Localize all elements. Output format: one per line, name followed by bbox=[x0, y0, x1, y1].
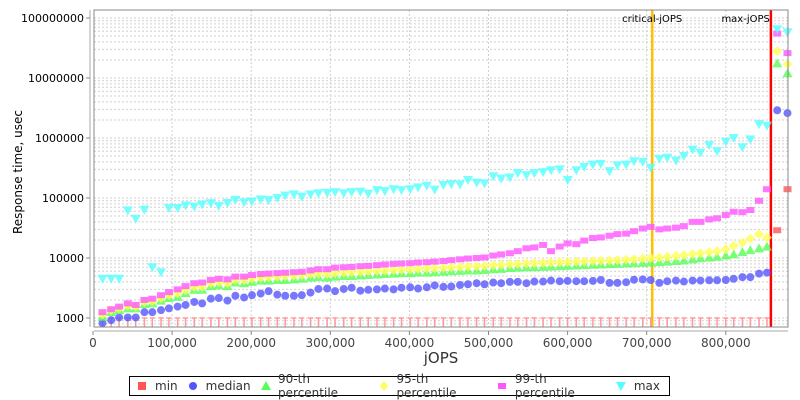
legend-item-90-th-percentile: 90-th percentile bbox=[260, 372, 369, 400]
legend-item-99-th-percentile: 99-th percentile bbox=[496, 372, 605, 400]
square-marker-icon bbox=[498, 383, 507, 389]
x-tick-label: 400,000 bbox=[385, 336, 435, 350]
y-axis-ticks: 1000 10000 100000 1000000 10000000 100000000 bbox=[21, 12, 90, 325]
max-jOPS-label: max-jOPS bbox=[721, 14, 769, 25]
circle-marker-icon bbox=[188, 382, 197, 390]
y-tick-label: 1000 bbox=[56, 312, 84, 325]
legend-item-max: max bbox=[615, 379, 660, 393]
triangle-up-marker-icon bbox=[260, 381, 271, 390]
square-marker-icon bbox=[138, 382, 146, 390]
x-tick-label: 600,000 bbox=[543, 336, 593, 350]
diamond-marker-icon bbox=[380, 381, 389, 391]
critical-jOPS-label: critical-jOPS bbox=[622, 14, 682, 25]
y-tick-label: 10000000 bbox=[28, 72, 84, 85]
legend-label: max bbox=[633, 379, 660, 393]
legend-item-95-th-percentile: 95-th percentile bbox=[378, 372, 487, 400]
x-axis-label: jOPS bbox=[423, 349, 459, 367]
x-tick-label: 0 bbox=[89, 336, 97, 350]
y-tick-label: 10000 bbox=[49, 252, 84, 265]
y-axis-label: Response time, usec bbox=[11, 110, 25, 234]
legend-label: 95-th percentile bbox=[396, 372, 457, 400]
legend-label: median bbox=[205, 379, 251, 393]
legend-label: 99-th percentile bbox=[514, 372, 575, 400]
plot-area-border bbox=[93, 9, 789, 328]
legend-label: 90-th percentile bbox=[278, 372, 339, 400]
triangle-down-marker-icon bbox=[615, 382, 626, 391]
legend-item-median: median bbox=[187, 379, 251, 393]
x-tick-label: 100,000 bbox=[147, 336, 197, 350]
legend-label: min bbox=[155, 379, 178, 393]
x-tick-label: 300,000 bbox=[305, 336, 355, 350]
y-tick-label: 100000000 bbox=[21, 12, 84, 25]
chart-legend: min median 90-th percentile 95-th percentil… bbox=[129, 372, 670, 400]
data-points bbox=[97, 25, 793, 328]
x-tick-label: 700,000 bbox=[622, 336, 672, 350]
x-axis-ticks: 0 100,000 200,000 300,000 400,000 500,000 600,… bbox=[89, 331, 751, 350]
x-tick-label: 800,000 bbox=[701, 336, 751, 350]
x-tick-label: 200,000 bbox=[226, 336, 276, 350]
legend-item-min: min bbox=[136, 379, 178, 393]
y-tick-label: 1000000 bbox=[35, 132, 84, 145]
x-tick-label: 500,000 bbox=[464, 336, 514, 350]
y-tick-label: 100000 bbox=[42, 192, 84, 205]
